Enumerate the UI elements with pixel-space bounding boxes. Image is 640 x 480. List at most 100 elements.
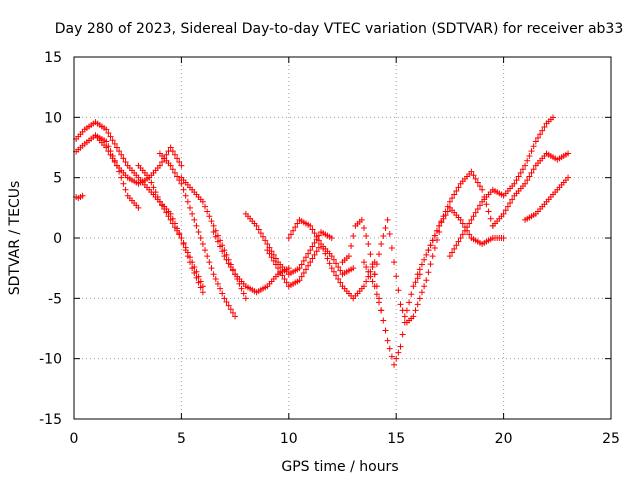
data-point (186, 184, 193, 191)
data-point (178, 180, 185, 187)
data-point (388, 353, 395, 360)
data-point (350, 232, 357, 239)
data-point (300, 269, 307, 276)
data-point (311, 239, 318, 246)
data-point (509, 196, 516, 203)
data-point (449, 249, 456, 256)
data-point (122, 186, 129, 193)
data-point (225, 260, 232, 267)
data-point (326, 233, 333, 240)
data-point (264, 241, 271, 248)
data-point (169, 166, 176, 173)
data-point (176, 158, 183, 165)
data-point (122, 172, 129, 179)
data-point (532, 138, 539, 145)
data-point (367, 251, 374, 258)
data-point (292, 224, 299, 231)
data-point (184, 249, 191, 256)
data-point (221, 253, 228, 260)
data-point (541, 201, 548, 208)
data-point (519, 183, 526, 190)
data-point (111, 158, 118, 165)
data-point (79, 128, 86, 135)
data-point (191, 263, 198, 270)
data-point (552, 189, 559, 196)
data-point (421, 256, 428, 263)
data-point (298, 273, 305, 280)
data-point (159, 202, 166, 209)
data-point (487, 189, 494, 196)
data-point (189, 210, 196, 217)
data-point (302, 266, 309, 273)
data-point (358, 285, 365, 292)
data-point (436, 222, 443, 229)
data-point (449, 195, 456, 202)
data-point (240, 290, 247, 297)
data-point (365, 241, 372, 248)
data-point (498, 191, 505, 198)
data-point (154, 193, 161, 200)
data-point (240, 280, 247, 287)
data-point (133, 202, 140, 209)
data-point (423, 277, 430, 284)
axis-ticks: 0 5 10 15 20 25 -15 -10 -5 0 5 10 15 (39, 50, 620, 447)
data-point (330, 268, 337, 275)
data-point (214, 280, 221, 287)
data-point (118, 174, 125, 181)
data-points (73, 114, 572, 368)
data-point (425, 247, 432, 254)
data-point (470, 172, 477, 179)
data-point (294, 278, 301, 285)
data-point (367, 273, 374, 280)
data-point (120, 155, 127, 162)
data-point (378, 307, 385, 314)
data-point (223, 256, 230, 263)
data-point (318, 241, 325, 248)
data-point (266, 250, 273, 257)
data-point (229, 267, 236, 274)
data-point (474, 206, 481, 213)
data-point (333, 272, 340, 279)
data-point (468, 216, 475, 223)
data-point (431, 232, 438, 239)
data-point (371, 283, 378, 290)
data-point (537, 131, 544, 138)
data-point (202, 247, 209, 254)
data-point (466, 231, 473, 238)
data-point (204, 253, 211, 260)
data-point (397, 343, 404, 350)
data-point (515, 173, 522, 180)
data-point (302, 254, 309, 261)
data-point (526, 152, 533, 159)
data-point (210, 271, 217, 278)
data-point (227, 263, 234, 270)
data-point (232, 313, 239, 320)
x-tick-label: 0 (70, 431, 79, 447)
data-point (399, 331, 406, 338)
data-point (384, 216, 391, 223)
data-point (356, 218, 363, 225)
data-point (326, 260, 333, 267)
y-tick-label: -5 (48, 291, 62, 307)
data-point (165, 160, 172, 167)
data-point (408, 315, 415, 322)
data-point (174, 173, 181, 180)
data-point (206, 213, 213, 220)
data-point (283, 279, 290, 286)
data-point (418, 289, 425, 296)
data-point (270, 257, 277, 264)
data-point (210, 222, 217, 229)
data-point (193, 222, 200, 229)
data-point (219, 290, 226, 297)
y-tick-label: -10 (39, 352, 62, 368)
data-point (176, 231, 183, 238)
data-point (479, 186, 486, 193)
data-point (193, 268, 200, 275)
data-point (311, 251, 318, 258)
data-point (408, 291, 415, 298)
data-point (476, 183, 483, 190)
data-point (530, 166, 537, 173)
data-point (333, 260, 340, 267)
data-point (197, 278, 204, 285)
data-point (455, 238, 462, 245)
